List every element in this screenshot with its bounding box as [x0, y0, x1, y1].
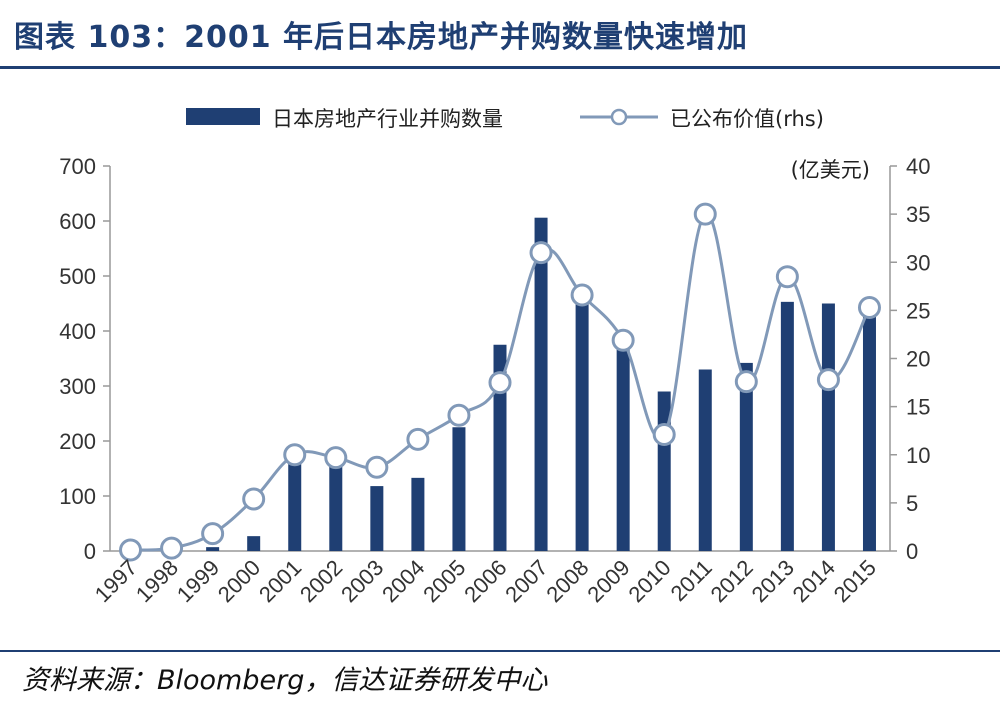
- bar-series: [165, 217, 876, 551]
- x-tick-label: 2001: [254, 555, 306, 607]
- left-tick-label: 0: [84, 539, 96, 564]
- bar: [288, 461, 302, 551]
- x-tick-label: 2009: [582, 555, 634, 607]
- line-point: [775, 265, 799, 289]
- line-point: [570, 283, 594, 307]
- bar: [698, 369, 712, 551]
- line-point: [857, 295, 881, 319]
- bar: [739, 362, 753, 551]
- x-tick-label: 1998: [131, 555, 183, 607]
- chart-canvas: 日本房地产行业并购数量 已公布价值(rhs) (亿美元) 01002003004…: [59, 107, 930, 607]
- legend-line-label: 已公布价值(rhs): [670, 107, 824, 131]
- bar: [247, 536, 261, 551]
- x-tick-label: 1999: [172, 555, 224, 607]
- line-point: [488, 371, 512, 395]
- right-tick-label: 30: [906, 250, 930, 275]
- x-tick-labels: 1997199819992000200120022003200420052006…: [90, 555, 881, 607]
- line-point: [160, 536, 184, 560]
- bar: [493, 344, 507, 551]
- x-tick-label: 2002: [295, 555, 347, 607]
- x-tick-label: 2013: [747, 555, 799, 607]
- legend-bar-label: 日本房地产行业并购数量: [272, 107, 503, 131]
- left-tick-label: 100: [59, 484, 96, 509]
- legend-line-marker: [610, 108, 628, 126]
- x-tick-label: 2011: [666, 555, 717, 606]
- bar: [329, 463, 343, 551]
- left-tick-label: 200: [59, 429, 96, 454]
- value-line: [130, 212, 871, 552]
- bar: [780, 301, 794, 551]
- right-axis-unit: (亿美元): [791, 158, 870, 182]
- bar: [411, 477, 425, 551]
- line-point: [201, 522, 225, 546]
- right-tick-label: 5: [906, 491, 918, 516]
- line-point: [652, 423, 676, 447]
- right-tick-label: 15: [906, 395, 930, 420]
- x-tick-label: 2006: [459, 555, 511, 607]
- line-point: [529, 241, 553, 265]
- line-point: [324, 446, 348, 470]
- x-tick-label: 2010: [623, 555, 675, 607]
- legend-bar-swatch: [186, 108, 260, 125]
- bar: [452, 427, 466, 551]
- line-point: [242, 487, 266, 511]
- left-tick-label: 300: [59, 374, 96, 399]
- legend: 日本房地产行业并购数量 已公布价值(rhs): [186, 107, 824, 131]
- bar: [616, 343, 630, 551]
- right-tick-label: 25: [906, 298, 930, 323]
- bar: [575, 287, 589, 551]
- axes: 0 100 200 300 400 500 600 700 0 5 10 15 20 25 30 35 40: [59, 154, 930, 564]
- line-point: [816, 368, 840, 392]
- bar: [370, 486, 384, 551]
- bar: [534, 217, 548, 551]
- x-tick-label: 2012: [706, 555, 758, 607]
- line-point: [365, 455, 389, 479]
- x-tick-label: 2004: [377, 555, 429, 607]
- source-divider: [0, 650, 1000, 652]
- x-tick-label: 2000: [213, 555, 265, 607]
- chart-title: 图表 103：2001 年后日本房地产并购数量快速增加: [14, 20, 749, 55]
- bar: [657, 391, 671, 551]
- title-divider: [0, 66, 1000, 69]
- left-tick-label: 500: [59, 264, 96, 289]
- x-tick-label: 2008: [541, 555, 593, 607]
- bar: [821, 303, 835, 551]
- bar: [862, 311, 876, 551]
- left-tick-label: 600: [59, 209, 96, 234]
- x-tick-label: 2015: [829, 555, 881, 607]
- line-point: [283, 443, 307, 467]
- source-note: 资料来源：Bloomberg，信达证券研发中心: [22, 665, 548, 696]
- right-tick-label: 20: [906, 347, 930, 372]
- right-tick-label: 10: [906, 443, 930, 468]
- line-series: [119, 202, 881, 562]
- line-point: [119, 538, 143, 562]
- x-tick-label: 2005: [418, 555, 470, 607]
- right-tick-label: 35: [906, 202, 930, 227]
- bar: [206, 547, 220, 551]
- x-tick-label: 2007: [500, 555, 552, 607]
- line-point: [734, 370, 758, 394]
- line-point: [406, 427, 430, 451]
- right-tick-label: 40: [906, 154, 930, 179]
- x-tick-label: 2003: [336, 555, 388, 607]
- left-tick-label: 700: [59, 154, 96, 179]
- right-tick-label: 0: [906, 539, 918, 564]
- x-tick-label: 1997: [90, 555, 142, 607]
- x-tick-label: 2014: [788, 555, 840, 607]
- line-point: [693, 202, 717, 226]
- left-tick-label: 400: [59, 319, 96, 344]
- line-point: [447, 403, 471, 427]
- line-point: [611, 328, 635, 352]
